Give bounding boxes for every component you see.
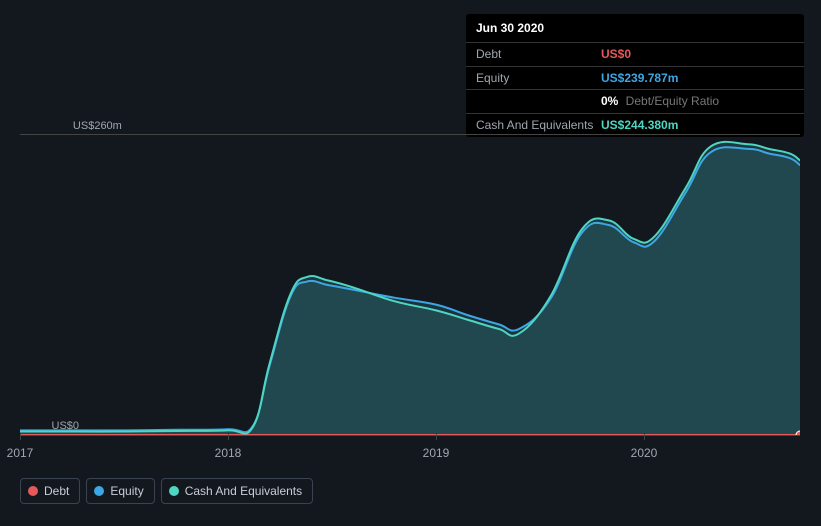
- x-tickmark: [20, 434, 21, 440]
- tooltip-value: 0% Debt/Equity Ratio: [601, 93, 719, 110]
- x-tickmark: [644, 434, 645, 440]
- legend-swatch: [169, 486, 179, 496]
- tooltip-date: Jun 30 2020: [466, 14, 804, 43]
- tooltip-row: 0% Debt/Equity Ratio: [466, 90, 804, 114]
- legend: Debt Equity Cash And Equivalents: [20, 478, 313, 504]
- series-area-cash-and-equivalents: [20, 142, 800, 435]
- legend-label: Debt: [44, 484, 69, 498]
- legend-label: Equity: [110, 484, 143, 498]
- tooltip-value: US$0: [601, 46, 631, 63]
- tooltip-label: Debt: [476, 46, 601, 63]
- y-axis-max-label: US$260m: [73, 120, 122, 132]
- plot-region[interactable]: [20, 134, 800, 436]
- tooltip-row: DebtUS$0: [466, 43, 804, 67]
- legend-item-debt[interactable]: Debt: [20, 478, 80, 504]
- x-tickmark: [436, 434, 437, 440]
- legend-label: Cash And Equivalents: [185, 484, 302, 498]
- legend-swatch: [94, 486, 104, 496]
- tooltip-value: US$239.787m: [601, 70, 678, 87]
- tooltip-label: Equity: [476, 70, 601, 87]
- legend-item-equity[interactable]: Equity: [86, 478, 154, 504]
- tooltip-suffix: Debt/Equity Ratio: [622, 94, 719, 108]
- tooltip-row: EquityUS$239.787m: [466, 67, 804, 91]
- legend-swatch: [28, 486, 38, 496]
- x-tick-label: 2020: [631, 446, 658, 460]
- legend-item-cash-and-equivalents[interactable]: Cash And Equivalents: [161, 478, 313, 504]
- x-tick-label: 2019: [423, 446, 450, 460]
- tooltip-label: [476, 93, 601, 110]
- x-tickmark: [228, 434, 229, 440]
- x-tick-label: 2017: [7, 446, 34, 460]
- chart-area: US$260m US$0 2017201820192020: [20, 120, 800, 440]
- chart-tooltip: Jun 30 2020 DebtUS$0EquityUS$239.787m0% …: [466, 14, 804, 137]
- x-tick-label: 2018: [215, 446, 242, 460]
